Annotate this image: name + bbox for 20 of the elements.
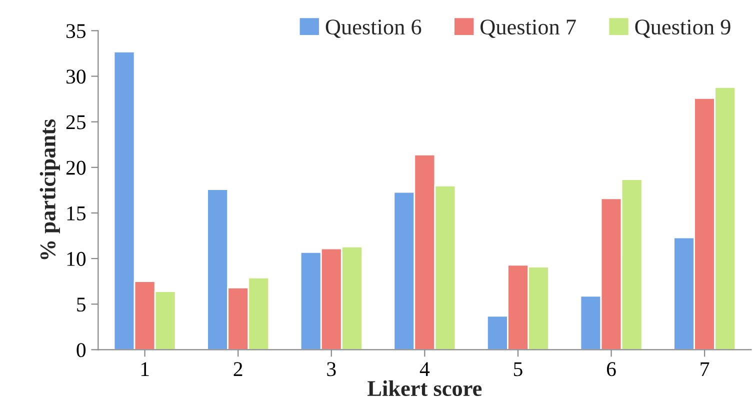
y-tick-label: 0: [76, 343, 86, 358]
y-tick-label: 20: [66, 160, 86, 175]
legend-label: Question 7: [480, 20, 576, 38]
legend-label: Question 6: [326, 20, 422, 38]
y-tick-label: 35: [66, 24, 86, 38]
x-tick-label: 4: [420, 362, 430, 376]
y-tick-label: 10: [67, 252, 86, 266]
x-tick-label: 7: [700, 362, 710, 376]
y-axis-title: % participants: [40, 119, 60, 260]
x-tick-label: 3: [327, 362, 336, 376]
legend-label: Question 9: [635, 20, 730, 38]
y-tick-label: 5: [77, 298, 86, 312]
x-tick-label: 5: [514, 362, 522, 376]
x-axis-title: Likert score: [368, 380, 482, 396]
y-tick-label: 30: [66, 70, 86, 84]
y-tick-label: 25: [66, 115, 86, 130]
x-tick-label: 2: [234, 362, 242, 376]
y-tick-label: 15: [67, 206, 86, 220]
x-tick-label: 6: [606, 362, 616, 376]
x-tick-label: 1: [141, 362, 149, 376]
